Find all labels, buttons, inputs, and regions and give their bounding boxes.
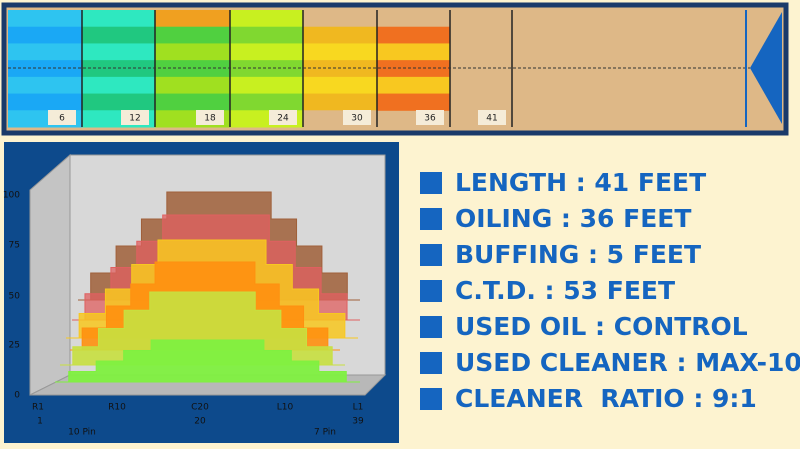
- bullet: [420, 316, 442, 338]
- spec-text: USED CLEANER : MAX-10: [455, 348, 800, 377]
- oil-stripe: [82, 10, 155, 28]
- bullet: [420, 280, 442, 302]
- oil-stripe: [155, 60, 230, 78]
- oil-stripe: [155, 43, 230, 61]
- oil-stripe: [303, 60, 377, 78]
- marker-box: [269, 110, 297, 125]
- oil-stripe: [230, 10, 303, 28]
- oil-stripe: [377, 26, 450, 44]
- lane-marker: 6: [59, 114, 65, 124]
- lane-marker: 24: [277, 114, 289, 124]
- y-tick-label: 0: [14, 391, 20, 401]
- y-tick-label: 100: [3, 191, 20, 201]
- spec-text: USED OIL : CONTROL: [455, 312, 748, 341]
- marker-box: [416, 110, 444, 125]
- oil-stripe: [82, 60, 155, 78]
- oil-stripe: [155, 26, 230, 44]
- oil-stripe: [8, 76, 82, 95]
- oil-stripe: [8, 26, 82, 44]
- y-tick-label: 50: [9, 292, 21, 302]
- oil-stripe: [377, 76, 450, 95]
- oil-stripe: [82, 76, 155, 95]
- lane-marker: 18: [204, 114, 216, 124]
- board-number: 20: [194, 417, 206, 427]
- marker-box: [121, 110, 149, 125]
- oil-stripe: [155, 93, 230, 111]
- board-label: L10: [277, 403, 294, 413]
- oil-stripe: [230, 76, 303, 95]
- oil-stripe: [230, 43, 303, 61]
- oil-stripe: [303, 26, 377, 44]
- oil-layer: [55, 339, 360, 383]
- board-label: C20: [191, 403, 209, 413]
- spec-text: OILING : 36 FEET: [455, 204, 691, 233]
- oil-stripe: [377, 60, 450, 78]
- board-number: 39: [352, 417, 364, 427]
- oil-stripe: [155, 76, 230, 95]
- oil-stripe: [230, 60, 303, 78]
- oil-stripe: [8, 10, 82, 28]
- pin-deck: [750, 12, 782, 124]
- marker-box: [196, 110, 224, 125]
- oil-stripe: [303, 76, 377, 95]
- oil-stripe: [303, 10, 377, 28]
- oil-stripe: [377, 93, 450, 111]
- lane-marker: 41: [486, 114, 497, 124]
- oil-stripe: [82, 26, 155, 44]
- marker-box: [48, 110, 76, 125]
- board-number: 1: [37, 417, 43, 427]
- spec-text: CLEANER RATIO : 9:1: [455, 384, 757, 413]
- lane-marker: 12: [129, 114, 140, 124]
- pin-label: 7 Pin: [314, 428, 336, 438]
- oil-stripe: [377, 43, 450, 61]
- y-tick-label: 75: [9, 241, 20, 251]
- oil-stripe: [8, 60, 82, 78]
- spec-text: C.T.D. : 53 FEET: [455, 276, 675, 305]
- oil-stripe: [155, 10, 230, 28]
- bullet: [420, 352, 442, 374]
- oil-stripe: [82, 43, 155, 61]
- marker-box: [478, 110, 506, 125]
- board-label: R1: [32, 403, 44, 413]
- pin-label: 10 Pin: [68, 428, 96, 438]
- lane-marker: 30: [351, 114, 363, 124]
- bullet: [420, 388, 442, 410]
- bullet: [420, 244, 442, 266]
- bullet: [420, 208, 442, 230]
- oil-stripe: [82, 93, 155, 111]
- y-tick-label: 25: [9, 341, 20, 351]
- oil-stripe: [303, 93, 377, 111]
- spec-text: LENGTH : 41 FEET: [455, 168, 706, 197]
- oil-layer: [60, 291, 345, 366]
- board-label: R10: [108, 403, 126, 413]
- oil-stripe: [8, 93, 82, 111]
- oil-stripe: [230, 26, 303, 44]
- side-wall: [29, 153, 71, 396]
- bullet: [420, 172, 442, 194]
- marker-box: [343, 110, 371, 125]
- spec-text: BUFFING : 5 FEET: [455, 240, 701, 269]
- oil-stripe: [230, 93, 303, 111]
- board-label: L1: [353, 403, 364, 413]
- oil-stripe: [303, 43, 377, 61]
- oil-stripe: [8, 43, 82, 61]
- lane-marker: 36: [424, 114, 436, 124]
